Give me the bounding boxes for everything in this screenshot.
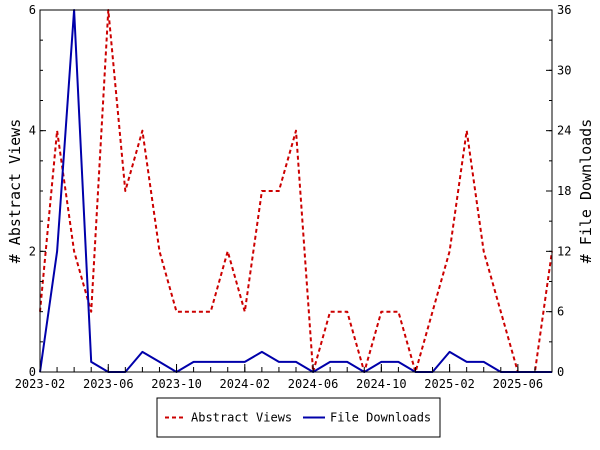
point-abstract-views [329, 311, 331, 313]
point-file-downloads [329, 361, 331, 363]
x-tick-label: 2023-02 [15, 377, 66, 391]
legend-box [156, 397, 441, 438]
x-tick-label: 2024-02 [220, 377, 271, 391]
legend: Abstract Views File Downloads [156, 397, 441, 438]
point-abstract-views [380, 311, 382, 313]
point-abstract-views [449, 250, 451, 252]
point-abstract-views [227, 250, 229, 252]
point-abstract-views [193, 311, 195, 313]
y-right-tick-label: 36 [557, 3, 571, 17]
point-file-downloads [193, 361, 195, 363]
point-abstract-views [346, 311, 348, 313]
point-file-downloads [278, 361, 280, 363]
point-file-downloads [158, 361, 160, 363]
plot-frame [39, 9, 553, 373]
y-axis-left-label: # Abstract Views [6, 119, 24, 264]
axis-layer: 2023-02 2023-06 2023-10 2024-02 2024-06 2024-… [15, 3, 572, 391]
point-abstract-views [56, 130, 58, 132]
point-file-downloads [90, 361, 92, 363]
y-left-tick-label: 6 [29, 3, 36, 17]
y-right-tick-label: 18 [557, 184, 571, 198]
point-file-downloads [346, 361, 348, 363]
y-right-tick-label: 24 [557, 124, 571, 138]
point-abstract-views [244, 311, 246, 313]
y-left-tick-label: 4 [29, 124, 36, 138]
point-abstract-views [176, 311, 178, 313]
x-tick-label: 2023-06 [83, 377, 134, 391]
y-right-tick-label: 12 [557, 244, 571, 258]
point-abstract-views [397, 311, 399, 313]
point-file-downloads [397, 361, 399, 363]
point-abstract-views [210, 311, 212, 313]
point-abstract-views [158, 250, 160, 252]
x-tick-label: 2023-10 [151, 377, 202, 391]
point-file-downloads [261, 351, 263, 353]
point-abstract-views [466, 130, 468, 132]
point-abstract-views [483, 250, 485, 252]
point-file-downloads [483, 361, 485, 363]
point-file-downloads [380, 361, 382, 363]
legend-label-file-downloads: File Downloads [330, 411, 431, 425]
y-right-tick-label: 0 [557, 365, 564, 379]
point-file-downloads [227, 361, 229, 363]
point-file-downloads [449, 351, 451, 353]
point-abstract-views [500, 311, 502, 313]
y-left-tick-label: 0 [29, 365, 36, 379]
x-tick-label: 2024-10 [356, 377, 407, 391]
y-right-tick-label: 30 [557, 63, 571, 77]
point-file-downloads [244, 361, 246, 363]
x-tick-label: 2024-06 [288, 377, 339, 391]
point-abstract-views [278, 190, 280, 192]
point-abstract-views [73, 250, 75, 252]
point-abstract-views [432, 311, 434, 313]
point-abstract-views [90, 311, 92, 313]
legend-label-abstract-views: Abstract Views [191, 411, 292, 425]
point-abstract-views [261, 190, 263, 192]
point-file-downloads [466, 361, 468, 363]
x-tick-label: 2025-02 [424, 377, 475, 391]
y-right-tick-label: 6 [557, 305, 564, 319]
series-layer [39, 9, 553, 373]
point-abstract-views [295, 130, 297, 132]
series-line-abstract-views [39, 9, 553, 373]
point-abstract-views [141, 130, 143, 132]
point-abstract-views [124, 190, 126, 192]
point-file-downloads [210, 361, 212, 363]
y-axis-right-label: # File Downloads [577, 119, 595, 264]
x-tick-label: 2025-06 [493, 377, 544, 391]
point-file-downloads [295, 361, 297, 363]
point-file-downloads [141, 351, 143, 353]
y-left-tick-label: 2 [29, 244, 36, 258]
point-file-downloads [56, 250, 58, 252]
series-line-file-downloads [39, 9, 552, 373]
